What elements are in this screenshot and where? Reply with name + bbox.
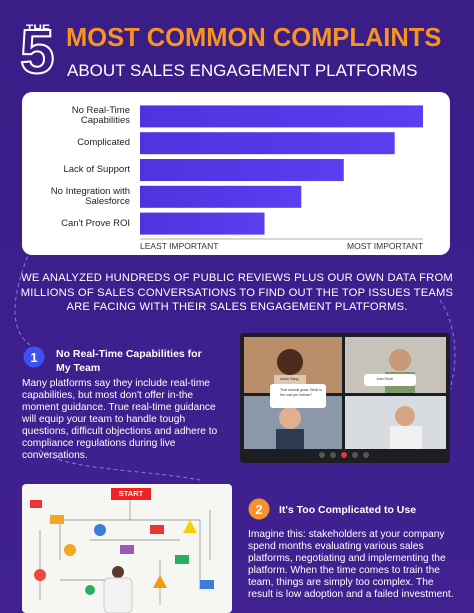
header-title: MOST COMMON COMPLAINTS <box>66 24 442 52</box>
flowchart-start: START <box>118 489 144 498</box>
category-label: Can't Prove ROI <box>61 217 130 229</box>
category-label: Complicated <box>77 137 130 149</box>
section-number: 2 <box>255 502 263 517</box>
video-call-image <box>240 333 450 463</box>
caller-name: Adam Sang <box>280 377 299 381</box>
bar <box>140 132 395 155</box>
category-label: Lack of Support <box>63 164 130 175</box>
header-number: 5 <box>19 18 56 87</box>
axis-low-label: LEAST IMPORTANT <box>140 241 219 251</box>
header-subtitle: ABOUT SALES ENGAGEMENT PLATFORMS <box>67 61 418 80</box>
section-body: Imagine this: stakeholders at your compa… <box>248 529 454 600</box>
category-label: No Real-Time Capabilities <box>71 105 130 127</box>
dashed-decoration <box>14 249 456 481</box>
section-heading: It's Too Complicated to Use <box>279 504 417 516</box>
bar <box>140 185 302 208</box>
section-number: 1 <box>30 350 38 365</box>
chat-message: That sounds great. What is the cost per … <box>280 388 322 397</box>
bar <box>140 159 344 181</box>
header-pre: THE <box>26 22 50 36</box>
axis-high-label: MOST IMPORTANT <box>347 241 424 251</box>
section-body: Many platforms say they include real-tim… <box>22 378 218 461</box>
section-heading: No Real-Time Capabilities for My Team <box>56 348 202 374</box>
bar <box>140 212 265 235</box>
section-badge <box>248 498 270 520</box>
intro-text: WE ANALYZED HUNDREDS OF PUBLIC REVIEWS P… <box>20 272 454 313</box>
host-name: John Scott <box>376 377 393 381</box>
bar <box>140 105 423 128</box>
flowchart-image <box>22 484 232 613</box>
category-label: No Integration with Salesforce <box>50 185 130 207</box>
section-badge <box>23 346 45 368</box>
